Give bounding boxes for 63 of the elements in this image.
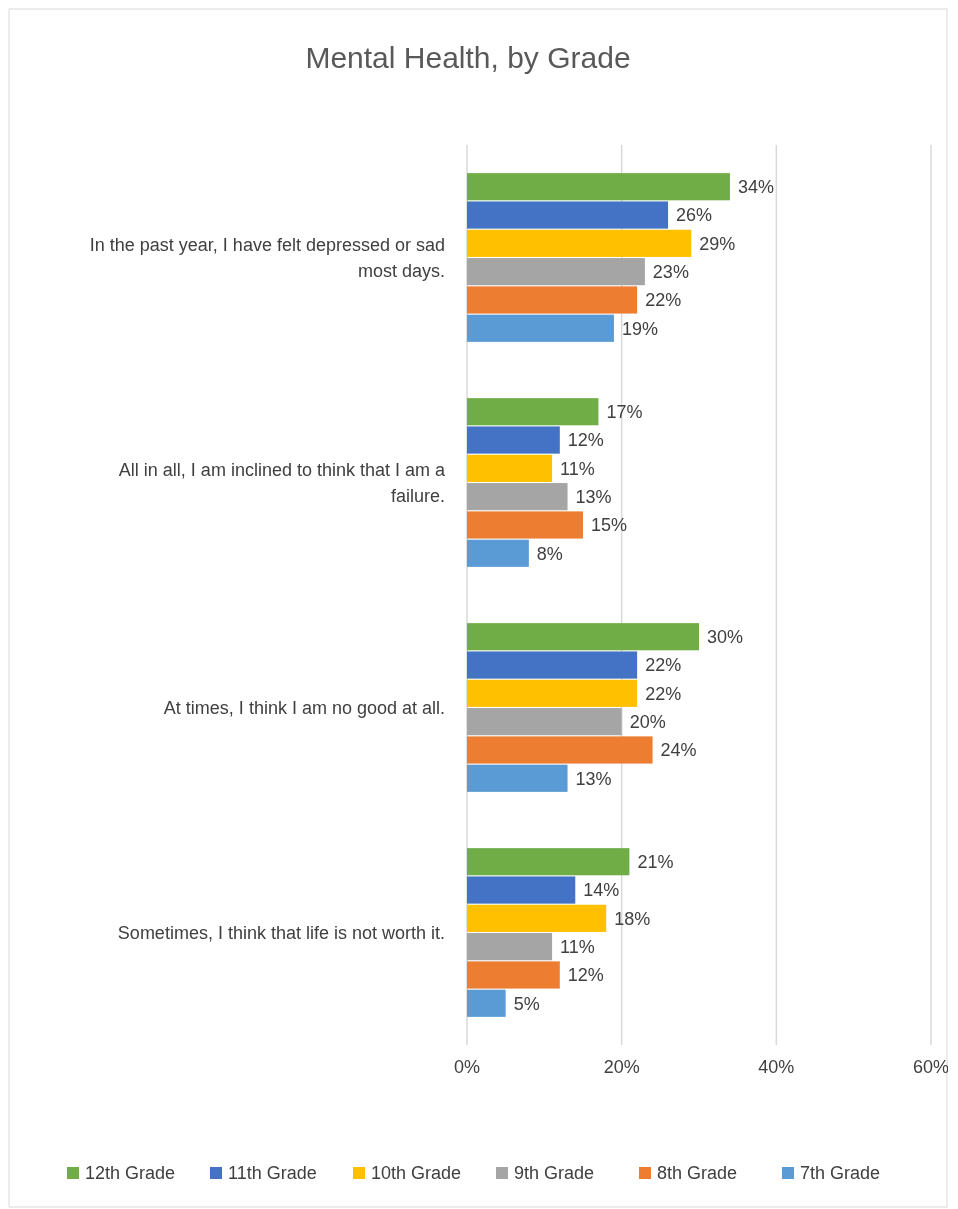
data-label: 18% xyxy=(614,908,651,929)
legend-label: 9th Grade xyxy=(514,1163,595,1184)
bar xyxy=(467,904,607,932)
data-label: 22% xyxy=(645,683,682,704)
bar xyxy=(467,286,638,314)
bar xyxy=(467,989,506,1017)
bar xyxy=(467,201,669,229)
bar xyxy=(467,848,630,876)
legend-label: 12th Grade xyxy=(85,1163,176,1184)
data-label: 29% xyxy=(699,233,736,254)
bar xyxy=(467,651,638,679)
data-label: 17% xyxy=(606,402,643,423)
bar xyxy=(467,961,560,989)
data-label: 12% xyxy=(567,965,604,986)
bar xyxy=(467,258,645,286)
data-label: 22% xyxy=(645,290,682,311)
data-label: 8% xyxy=(536,543,563,564)
bar xyxy=(467,511,583,539)
bar xyxy=(467,679,638,707)
data-label: 22% xyxy=(645,655,682,676)
bar xyxy=(467,876,576,904)
bar xyxy=(467,623,699,651)
data-label: 14% xyxy=(583,880,620,901)
legend-label: 8th Grade xyxy=(657,1163,738,1184)
legend-label: 11th Grade xyxy=(228,1163,317,1184)
chart-title: Mental Health, by Grade xyxy=(305,41,631,74)
bar xyxy=(467,483,568,511)
data-label: 19% xyxy=(621,318,658,339)
bar xyxy=(467,454,553,482)
bar xyxy=(467,173,730,201)
data-label: 13% xyxy=(575,768,612,789)
y-tick-label: At times, I think I am no good at all. xyxy=(163,697,445,718)
data-label: 12% xyxy=(567,430,604,451)
x-tick-label: 20% xyxy=(603,1057,640,1077)
bar xyxy=(467,539,529,567)
data-label: 13% xyxy=(575,486,612,507)
bar xyxy=(467,708,622,736)
bar xyxy=(467,933,553,961)
x-tick-label: 60% xyxy=(912,1057,950,1077)
y-tick-label: All in all, I am inclined to think that I am a failure. xyxy=(118,459,446,506)
bar xyxy=(467,229,692,257)
data-label: 23% xyxy=(652,261,689,282)
legend-label: 7th Grade xyxy=(800,1163,881,1184)
data-label: 30% xyxy=(707,627,744,648)
bar xyxy=(467,764,568,792)
data-label: 26% xyxy=(676,205,713,226)
data-label: 15% xyxy=(591,515,628,536)
data-label: 24% xyxy=(660,740,697,761)
data-label: 21% xyxy=(637,852,674,873)
data-label: 5% xyxy=(513,993,540,1014)
y-tick-label: In the past year, I have felt depressed or sad most days. xyxy=(89,234,445,281)
legend-label: 10th Grade xyxy=(371,1163,462,1184)
x-tick-label: 40% xyxy=(758,1057,795,1077)
y-tick-label: Sometimes, I think that life is not worth it. xyxy=(117,922,445,943)
data-label: 20% xyxy=(629,711,666,732)
bar xyxy=(467,398,599,426)
bar xyxy=(467,426,560,454)
data-label: 11% xyxy=(560,458,595,479)
data-label: 11% xyxy=(560,936,595,957)
bar xyxy=(467,314,614,342)
bar xyxy=(467,736,653,764)
x-tick-label: 0% xyxy=(453,1057,481,1077)
data-label: 34% xyxy=(737,177,774,198)
